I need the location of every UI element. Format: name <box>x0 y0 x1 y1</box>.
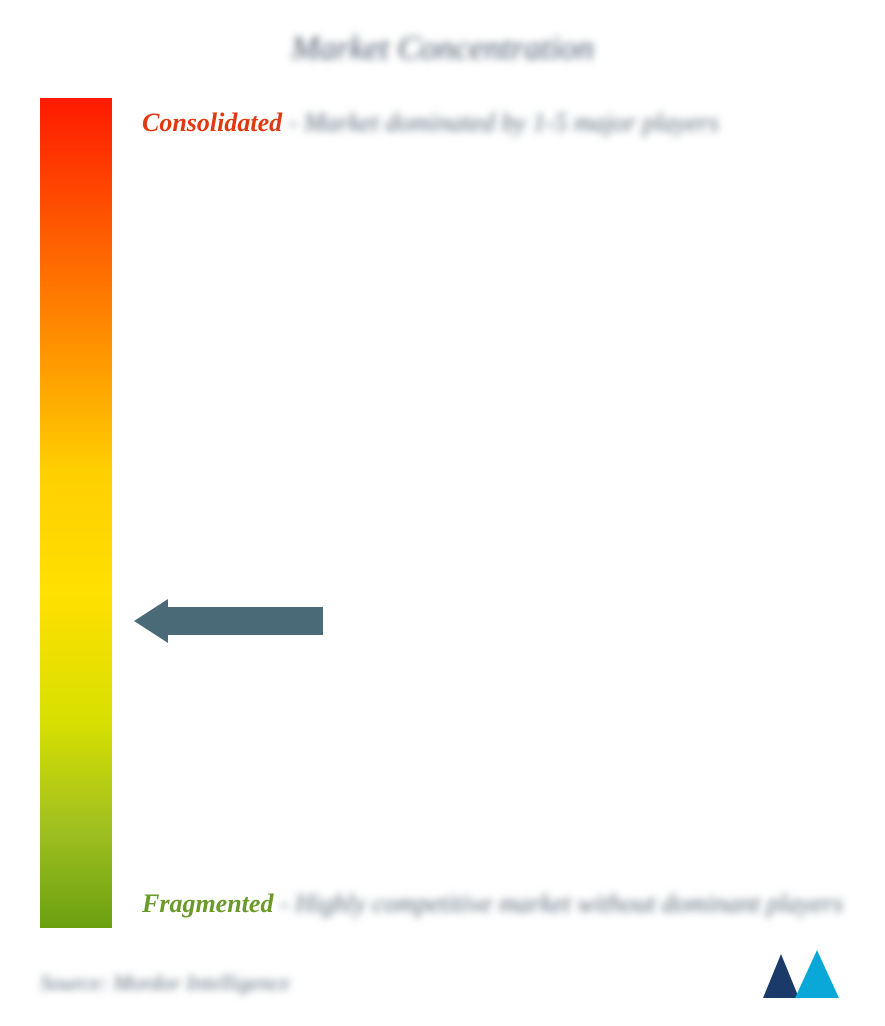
concentration-gradient-bar <box>40 98 112 928</box>
consolidated-text: - Market dominated by 1-5 major players <box>289 108 719 137</box>
chart-container: Market Concentration Consolidated - Mark… <box>0 0 885 1026</box>
fragmented-text: - Highly competitive market without domi… <box>280 889 843 918</box>
description-column: Consolidated - Market dominated by 1-5 m… <box>142 98 845 928</box>
source-attribution: Source: Mordor Intelligence <box>40 970 290 996</box>
fragmented-label: Fragmented <box>142 889 273 918</box>
mordor-logo-icon <box>759 948 845 1004</box>
consolidated-description: Consolidated - Market dominated by 1-5 m… <box>142 98 845 147</box>
chart-title: Market Concentration <box>40 30 845 68</box>
arrow-body <box>168 607 323 635</box>
chart-body: Consolidated - Market dominated by 1-5 m… <box>40 98 845 928</box>
fragmented-description: Fragmented - Highly competitive market w… <box>142 879 845 928</box>
consolidated-label: Consolidated <box>142 108 282 137</box>
position-arrow <box>134 599 323 643</box>
arrow-head-icon <box>134 599 168 643</box>
